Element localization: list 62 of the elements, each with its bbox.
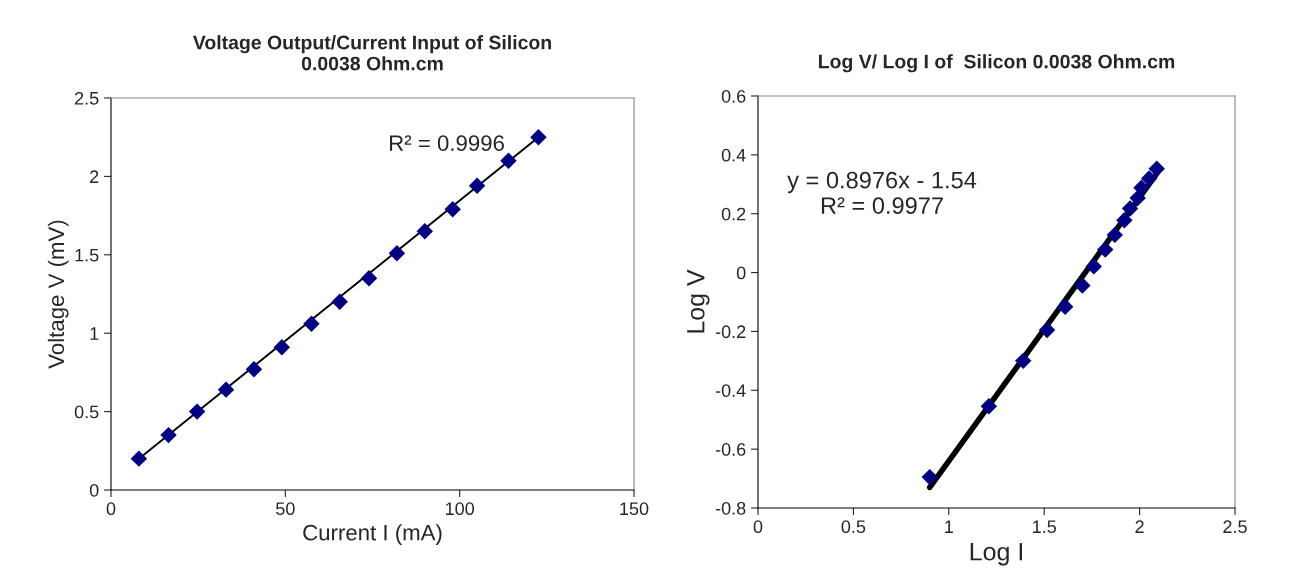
point (468, 177, 486, 195)
y-tick-label: 2 (90, 170, 99, 183)
point (188, 403, 206, 420)
y-tick-label: 0.2 (721, 207, 746, 221)
point (1038, 321, 1056, 339)
point (360, 270, 378, 287)
point (1097, 241, 1114, 258)
x-tick-label: 0.5 (841, 520, 866, 534)
point (331, 293, 348, 311)
point (1148, 160, 1165, 177)
chart-title: Voltage Output/Current Input of Silicon 0.0038 Ohm.cm (192, 35, 551, 71)
x-axis-title: Log I (970, 543, 1022, 566)
annotation: y = 0.8976x - 1.54 R² = 0.9977 (787, 171, 977, 214)
y-tick-label: 0.5 (74, 405, 99, 419)
y-tick-label: -0.4 (715, 384, 746, 398)
y-tick-label: 0 (736, 266, 746, 280)
y-tick-label: 1 (90, 327, 99, 340)
x-tick-label: 2 (1135, 520, 1144, 533)
point (1074, 277, 1091, 294)
x-tick-label: 100 (445, 502, 475, 516)
chart-title: Log V/ Log I of Silicon 0.0038 Ohm.cm (819, 54, 1175, 73)
point (160, 426, 177, 444)
point (1056, 298, 1074, 315)
point (500, 152, 517, 169)
y-tick-label: 0.4 (721, 148, 746, 162)
y-tick-label: -0.2 (715, 325, 746, 339)
point (388, 245, 406, 262)
y-tick-label: 0.6 (721, 89, 746, 103)
y-tick-label: -0.6 (715, 443, 746, 456)
point (1133, 179, 1150, 197)
x-tick-label: 2.5 (1223, 520, 1247, 534)
point (530, 128, 547, 146)
point (130, 450, 148, 467)
y-tick-label: 2.5 (75, 91, 99, 105)
point (1116, 211, 1133, 229)
x-tick-label: 50 (276, 502, 295, 516)
point (1121, 200, 1139, 217)
x-tick-label: 1.5 (1033, 520, 1056, 534)
point (273, 339, 291, 356)
point (1015, 352, 1032, 370)
point (980, 397, 998, 415)
y-axis-title: Voltage V (mV) (47, 220, 69, 369)
point (303, 315, 320, 333)
point (1129, 189, 1146, 207)
point (1106, 226, 1124, 244)
y-tick-label: -0.8 (715, 501, 746, 515)
x-tick-label: 0 (753, 520, 763, 534)
y-tick-label: 1.5 (75, 248, 99, 262)
x-axis-title: Current I (mA) (303, 524, 442, 545)
x-tick-label: 0 (106, 502, 116, 516)
point (1085, 258, 1103, 275)
y-axis-title: Log V (687, 269, 710, 333)
point (245, 361, 263, 378)
point (444, 201, 461, 218)
x-tick-label: 150 (620, 502, 649, 516)
annotation: R² = 0.9996 (390, 135, 504, 152)
point (1140, 170, 1158, 187)
point (217, 381, 235, 398)
point (921, 468, 938, 486)
y-tick-label: 0 (89, 483, 99, 497)
point (416, 223, 434, 240)
x-tick-label: 1 (945, 520, 953, 533)
